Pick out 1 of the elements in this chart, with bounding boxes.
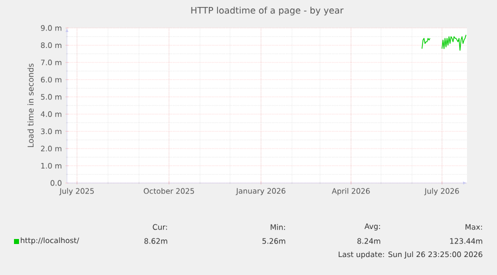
chart-title: HTTP loadtime of a page - by year [191, 6, 344, 16]
